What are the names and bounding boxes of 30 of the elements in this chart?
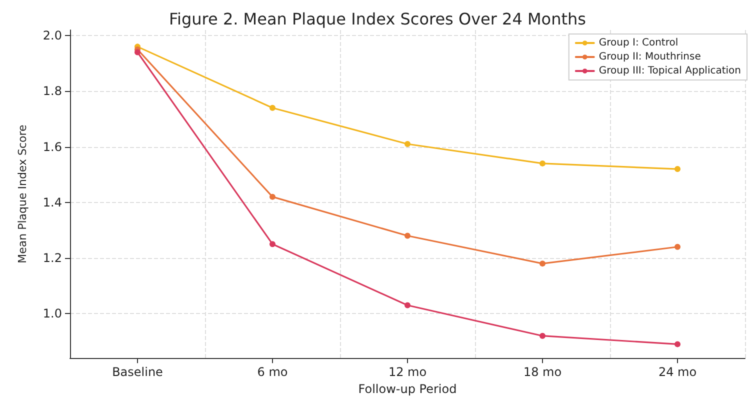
point xyxy=(270,194,276,200)
x-axis-title: Follow-up Period xyxy=(358,382,457,396)
legend-label: Group II: Mouthrinse xyxy=(598,52,701,62)
y-axis-title: Mean Plaque Index Score xyxy=(16,124,29,264)
point xyxy=(404,232,410,239)
point xyxy=(674,244,680,250)
y-tick-label: 1.8 xyxy=(42,84,62,98)
x-tick-label: 6 mo xyxy=(257,365,288,380)
x-tick-label: 18 mo xyxy=(523,365,562,380)
y-tick-label: 1.2 xyxy=(42,251,62,265)
point xyxy=(540,260,546,267)
legend-label: Group I: Control xyxy=(598,38,678,48)
point xyxy=(404,302,410,308)
point xyxy=(270,241,276,248)
point xyxy=(674,341,680,348)
x-tick-label: 12 mo xyxy=(388,365,427,380)
y-tick-label: 1.4 xyxy=(42,195,62,210)
point xyxy=(540,332,546,339)
y-tick-label: 1.6 xyxy=(42,140,62,154)
point xyxy=(404,141,410,147)
point xyxy=(270,104,276,111)
point xyxy=(134,49,140,56)
y-tick-label: 1.0 xyxy=(42,306,62,321)
chart-title: Figure 2. Mean Plaque Index Scores Over 24 Months xyxy=(169,10,586,28)
y-tick-label: 2.0 xyxy=(42,28,62,43)
x-tick-label: 24 mo xyxy=(658,365,697,380)
point xyxy=(540,160,546,166)
legend-label: Group III: Topical Application xyxy=(598,66,742,76)
point xyxy=(674,166,680,172)
x-tick-label: Baseline xyxy=(112,365,163,380)
